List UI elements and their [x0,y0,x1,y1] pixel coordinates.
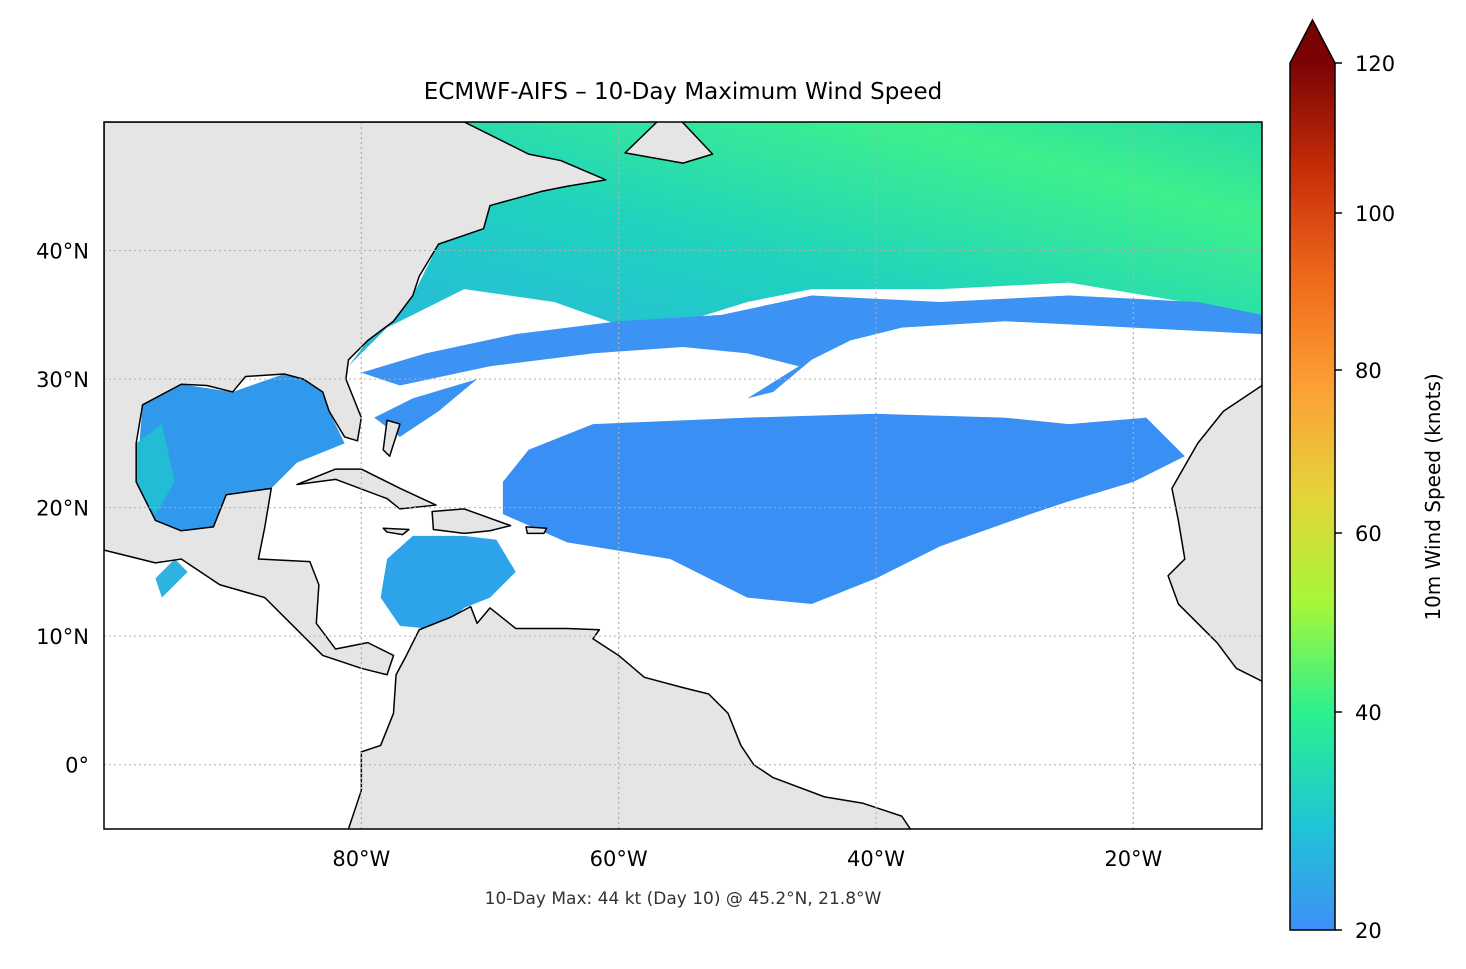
y-tick-label: 20°N [36,497,89,521]
colorbar-gradient [1290,63,1335,930]
colorbar-label: 10m Wind Speed (knots) [1421,373,1445,620]
y-tick-label: 40°N [36,240,89,264]
land-north-america [104,122,607,676]
max-wind-annotation: 10-Day Max: 44 kt (Day 10) @ 45.2°N, 21.… [485,889,882,909]
graticule [104,122,1262,829]
y-tick-label: 0° [65,754,89,778]
wind-field-subtropical-band-north [361,295,1262,399]
land-cuba [296,468,437,510]
land-jamaica [382,527,410,536]
colorbar-tick-label: 40 [1355,701,1382,725]
colorbar-outline [1289,18,1336,931]
x-tick-label: 40°W [847,847,905,871]
colorbar-tick-label: 60 [1355,522,1382,546]
y-tick-label: 30°N [36,368,89,392]
land-hispaniola [431,508,512,535]
wind-field-gulf-west [136,424,175,515]
map-frame [103,121,1263,830]
colorbar-tick-label: 80 [1355,359,1382,383]
land-africa [1167,384,1262,682]
land-south-america [346,605,912,829]
wind-field-bahamas [374,379,478,437]
wind-field-caribbean [380,535,516,630]
x-tick-label: 20°W [1104,847,1162,871]
land-newfoundland [624,122,714,164]
colorbar: 20 40 60 80 100 120 [1289,18,1395,943]
colorbar-tick-label: 20 [1355,919,1382,943]
land-bahamas [382,419,401,457]
wind-field-tehuantepec [155,559,188,598]
colorbar-extend-arrow [1290,20,1335,63]
colorbar-tick-label: 100 [1355,202,1395,226]
axis-ticks: 80°W 60°W 40°W 20°W 40°N 30°N 20°N 10°N 0° [36,240,1162,871]
land-puerto-rico [525,526,548,535]
y-tick-label: 10°N [36,625,89,649]
x-tick-label: 60°W [590,847,648,871]
wind-field-trade-winds [502,413,1185,605]
map-area [104,122,1262,829]
x-tick-label: 80°W [332,847,390,871]
colorbar-tick-label: 120 [1355,52,1395,76]
wind-field-gulf-of-mexico [136,373,345,531]
map-title: ECMWF-AIFS – 10-Day Maximum Wind Speed [424,79,942,105]
